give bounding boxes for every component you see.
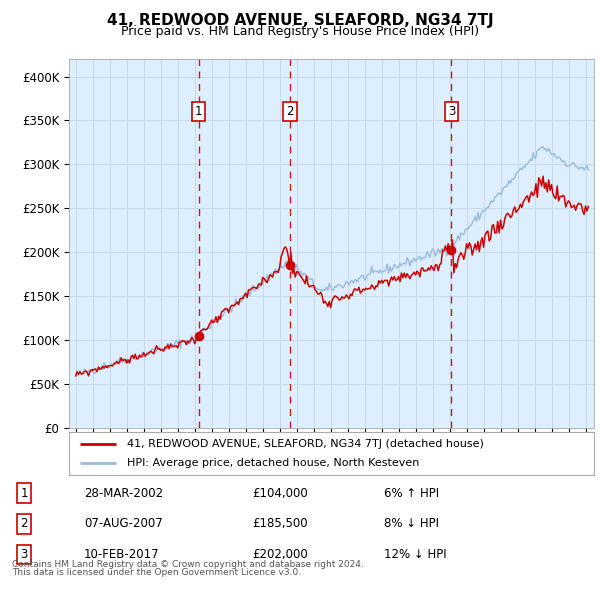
Text: 8% ↓ HPI: 8% ↓ HPI [384, 517, 439, 530]
Text: 12% ↓ HPI: 12% ↓ HPI [384, 548, 446, 561]
Text: £185,500: £185,500 [252, 517, 308, 530]
Text: This data is licensed under the Open Government Licence v3.0.: This data is licensed under the Open Gov… [12, 568, 301, 577]
Text: Contains HM Land Registry data © Crown copyright and database right 2024.: Contains HM Land Registry data © Crown c… [12, 560, 364, 569]
Text: 07-AUG-2007: 07-AUG-2007 [84, 517, 163, 530]
Text: 2: 2 [20, 517, 28, 530]
Text: 3: 3 [20, 548, 28, 561]
Text: £202,000: £202,000 [252, 548, 308, 561]
Text: 3: 3 [448, 105, 455, 118]
Text: 41, REDWOOD AVENUE, SLEAFORD, NG34 7TJ: 41, REDWOOD AVENUE, SLEAFORD, NG34 7TJ [107, 13, 493, 28]
Text: 1: 1 [20, 487, 28, 500]
Text: £104,000: £104,000 [252, 487, 308, 500]
Text: 10-FEB-2017: 10-FEB-2017 [84, 548, 160, 561]
Text: 41, REDWOOD AVENUE, SLEAFORD, NG34 7TJ (detached house): 41, REDWOOD AVENUE, SLEAFORD, NG34 7TJ (… [127, 439, 484, 449]
Text: 28-MAR-2002: 28-MAR-2002 [84, 487, 163, 500]
Text: HPI: Average price, detached house, North Kesteven: HPI: Average price, detached house, Nort… [127, 458, 419, 468]
Text: Price paid vs. HM Land Registry's House Price Index (HPI): Price paid vs. HM Land Registry's House … [121, 25, 479, 38]
Text: 2: 2 [286, 105, 293, 118]
Text: 1: 1 [195, 105, 202, 118]
Text: 6% ↑ HPI: 6% ↑ HPI [384, 487, 439, 500]
